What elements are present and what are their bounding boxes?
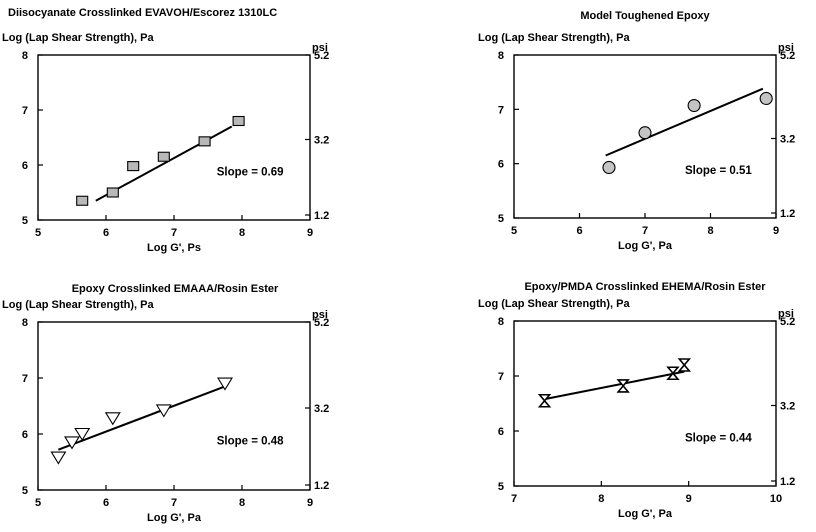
y-tick-label: 5: [22, 485, 28, 497]
y-tick-label: 6: [22, 160, 28, 172]
data-point-triangle-down: [104, 412, 121, 426]
y2-tick-label: 5.2: [314, 317, 329, 329]
slope-annotation: Slope = 0.44: [685, 432, 752, 444]
plot-frame: [513, 320, 777, 487]
data-point-square: [76, 195, 89, 206]
data-point-circle: [638, 126, 652, 140]
y-tick-label: 8: [498, 316, 504, 328]
y-tick-label: 5: [22, 215, 28, 227]
x-axis-label: Log G', Pa: [618, 240, 673, 252]
y-tick-label: 7: [498, 104, 504, 116]
x-tick-label: 6: [103, 227, 109, 239]
plot-frame: [37, 54, 311, 221]
data-point-hourglass: [616, 379, 630, 393]
y2-axis-label: psi: [312, 42, 328, 54]
y-axis-label: Log (Lap Shear Strength), Pa: [478, 32, 630, 44]
x-tick-label: 5: [35, 227, 41, 239]
y2-tick-label: 1.2: [780, 476, 795, 488]
x-tick-label: 9: [773, 225, 779, 237]
y-axis-label: Log (Lap Shear Strength), Pa: [478, 298, 630, 310]
y2-tick-label: 3.2: [314, 403, 329, 415]
x-tick-label: 9: [307, 227, 313, 239]
data-point-hourglass: [666, 366, 680, 381]
data-point-hourglass: [677, 358, 692, 372]
panel-title: Diisocyanate Crosslinked EVAVOH/Escorez …: [8, 7, 277, 19]
y2-axis-label: psi: [312, 309, 328, 321]
y2-tick-label: 1.2: [314, 480, 329, 492]
y2-tick-label: 3.2: [314, 135, 329, 147]
y2-tick-label: 3.2: [780, 134, 795, 146]
y2-tick-label: 3.2: [780, 401, 795, 413]
data-point-triangle-down: [74, 427, 91, 442]
slope-annotation: Slope = 0.51: [685, 165, 752, 177]
y-axis-label: Log (Lap Shear Strength), Pa: [2, 299, 154, 311]
y-tick-label: 6: [22, 429, 28, 441]
y2-tick-label: 5.2: [780, 50, 795, 62]
fit-line: [605, 87, 764, 157]
x-tick-label: 5: [35, 497, 41, 509]
y2-axis-label: psi: [778, 308, 794, 320]
data-point-triangle-down: [50, 451, 67, 465]
x-tick-label: 7: [642, 225, 648, 237]
x-tick-label: 8: [707, 225, 713, 237]
panel-title: Epoxy Crosslinked EMAAA/Rosin Ester: [72, 283, 279, 295]
data-point-square: [198, 136, 211, 147]
x-tick-label: 8: [239, 497, 245, 509]
y-tick-label: 7: [22, 105, 28, 117]
y-tick-label: 8: [22, 317, 28, 329]
slope-annotation: Slope = 0.48: [217, 436, 284, 448]
data-point-hourglass: [537, 393, 552, 408]
data-point-square: [127, 161, 140, 172]
data-point-square: [157, 151, 170, 162]
data-point-circle: [687, 98, 701, 113]
x-axis-label: Log G', Pa: [147, 512, 202, 524]
x-tick-label: 7: [171, 227, 177, 239]
y-tick-label: 7: [22, 373, 28, 385]
y-axis-label: Log (Lap Shear Strength), Pa: [2, 32, 154, 44]
data-point-square: [106, 187, 119, 198]
data-point-circle: [759, 91, 773, 106]
data-point-triangle-down: [217, 377, 233, 391]
x-tick-label: 10: [770, 493, 782, 505]
y-tick-label: 6: [498, 426, 504, 438]
x-tick-label: 6: [576, 225, 582, 237]
y-tick-label: 8: [22, 50, 28, 62]
y2-tick-label: 5.2: [780, 316, 795, 328]
x-tick-label: 9: [307, 497, 313, 509]
x-tick-label: 7: [171, 497, 177, 509]
x-tick-label: 6: [103, 497, 109, 509]
y-tick-label: 6: [498, 159, 504, 171]
data-point-triangle-down: [155, 404, 172, 418]
x-tick-label: 9: [686, 493, 692, 505]
panel-title: Epoxy/PMDA Crosslinked EHEMA/Rosin Ester: [524, 281, 766, 293]
y2-tick-label: 5.2: [314, 50, 329, 62]
panel-title: Model Toughened Epoxy: [580, 10, 710, 22]
x-tick-label: 7: [511, 493, 517, 505]
x-tick-label: 5: [511, 225, 517, 237]
fit-line: [544, 370, 685, 401]
y2-tick-label: 1.2: [314, 210, 329, 222]
data-point-triangle-down: [64, 436, 80, 450]
x-tick-label: 8: [598, 493, 604, 505]
y-tick-label: 5: [498, 481, 504, 493]
y-tick-label: 5: [498, 213, 504, 225]
y-tick-label: 8: [498, 50, 504, 62]
x-axis-label: Log G', Pa: [618, 508, 673, 520]
y2-tick-label: 1.2: [780, 208, 795, 220]
data-point-square: [232, 115, 245, 127]
x-axis-label: Log G', Ps: [147, 242, 201, 254]
fit-line: [58, 385, 226, 451]
slope-annotation: Slope = 0.69: [217, 166, 284, 178]
data-point-circle: [602, 160, 616, 175]
y-tick-label: 7: [498, 371, 504, 383]
y2-axis-label: psi: [778, 42, 794, 54]
x-tick-label: 8: [239, 227, 245, 239]
